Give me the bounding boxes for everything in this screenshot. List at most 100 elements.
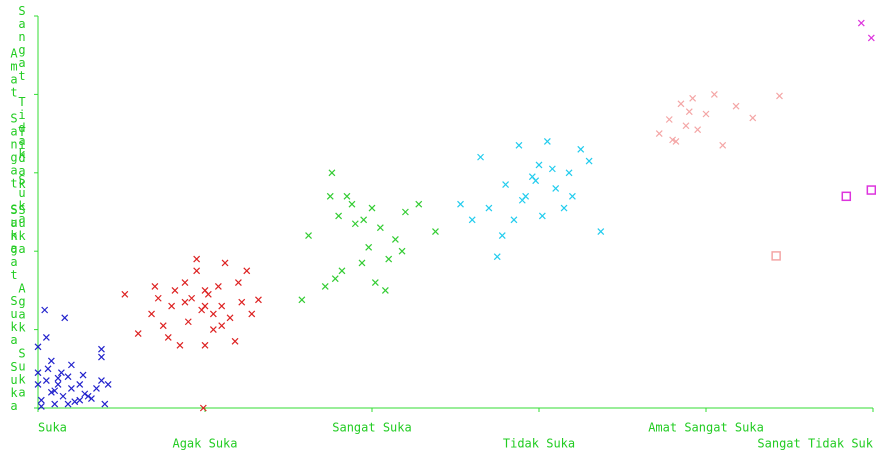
point-stroke: [732, 102, 740, 110]
point: [510, 216, 518, 224]
point: [243, 267, 251, 275]
point: [749, 114, 757, 122]
point: [328, 169, 336, 177]
point-stroke: [47, 388, 55, 396]
point-stroke: [385, 255, 393, 263]
point: [866, 185, 876, 195]
point-stroke: [457, 200, 464, 208]
point-stroke: [76, 396, 84, 404]
point: [88, 395, 95, 403]
point-stroke: [401, 208, 409, 216]
point-stroke: [201, 341, 209, 349]
point: [381, 286, 389, 294]
point: [181, 279, 189, 286]
point-stroke: [477, 153, 484, 161]
point-stroke: [360, 216, 368, 224]
point: [841, 191, 852, 202]
point-stroke: [101, 400, 109, 408]
point-stroke: [348, 200, 356, 208]
point: [710, 90, 718, 98]
point-stroke: [88, 395, 95, 403]
point-stroke: [248, 310, 256, 318]
point-stroke: [568, 192, 576, 200]
point: [577, 145, 585, 153]
point: [335, 212, 343, 220]
point-stroke: [204, 290, 212, 298]
point: [76, 381, 84, 388]
x-tick-label: Suka: [38, 421, 67, 435]
point-stroke: [326, 192, 334, 200]
point-stroke: [76, 381, 84, 388]
point-stroke: [98, 377, 105, 384]
point-stroke: [585, 157, 593, 165]
point: [34, 369, 42, 377]
point: [201, 302, 209, 310]
y-tick-label: Amat Sangat Suka: [7, 46, 21, 254]
point-stroke: [209, 310, 217, 318]
point-stroke: [171, 286, 179, 294]
point: [677, 100, 685, 108]
point-stroke: [560, 204, 568, 212]
point-stroke: [93, 384, 100, 392]
point: [371, 279, 379, 286]
point: [44, 365, 52, 373]
point: [685, 108, 693, 116]
point-stroke: [677, 100, 685, 108]
point: [552, 185, 560, 192]
point: [694, 126, 702, 134]
point-stroke: [37, 396, 45, 404]
point: [771, 251, 781, 261]
point-stroke: [121, 290, 129, 298]
point: [181, 298, 189, 306]
point-stroke: [498, 232, 506, 239]
point: [672, 138, 680, 145]
x-tick-label: Amat Sangat Suka: [648, 421, 764, 435]
point-stroke: [64, 400, 72, 408]
point: [548, 165, 556, 173]
point: [348, 200, 356, 208]
point: [201, 286, 209, 294]
point: [67, 384, 75, 392]
point: [201, 341, 209, 349]
point: [391, 236, 399, 243]
point-stroke: [749, 114, 757, 122]
point: [93, 384, 100, 392]
point-stroke: [98, 345, 105, 353]
point: [148, 310, 155, 318]
point-stroke: [867, 34, 875, 42]
point: [585, 157, 593, 165]
point: [176, 341, 184, 349]
point: [151, 283, 159, 290]
point: [164, 334, 172, 341]
point: [477, 153, 484, 161]
point-stroke: [181, 298, 189, 306]
point-stroke: [234, 279, 242, 286]
point-stroke: [298, 296, 306, 304]
point-stroke: [148, 310, 155, 318]
point: [568, 192, 576, 200]
x-tick-label: Sangat Suka: [332, 421, 411, 435]
point-stroke: [351, 220, 359, 228]
point: [51, 400, 59, 408]
point: [702, 110, 710, 118]
point-stroke: [468, 216, 476, 224]
point-stroke: [398, 247, 406, 255]
point: [255, 296, 262, 304]
point: [134, 330, 142, 337]
point: [37, 396, 45, 404]
point: [518, 196, 526, 204]
point: [98, 345, 105, 353]
point: [98, 353, 105, 361]
point-stroke: [154, 294, 162, 302]
point: [98, 377, 105, 384]
point: [502, 181, 510, 188]
point-stroke: [104, 381, 112, 388]
point-stroke: [432, 228, 439, 236]
point: [655, 130, 663, 138]
point: [560, 204, 568, 212]
point: [214, 283, 222, 290]
point: [51, 387, 59, 395]
point: [218, 322, 226, 330]
point-stroke: [79, 371, 87, 379]
